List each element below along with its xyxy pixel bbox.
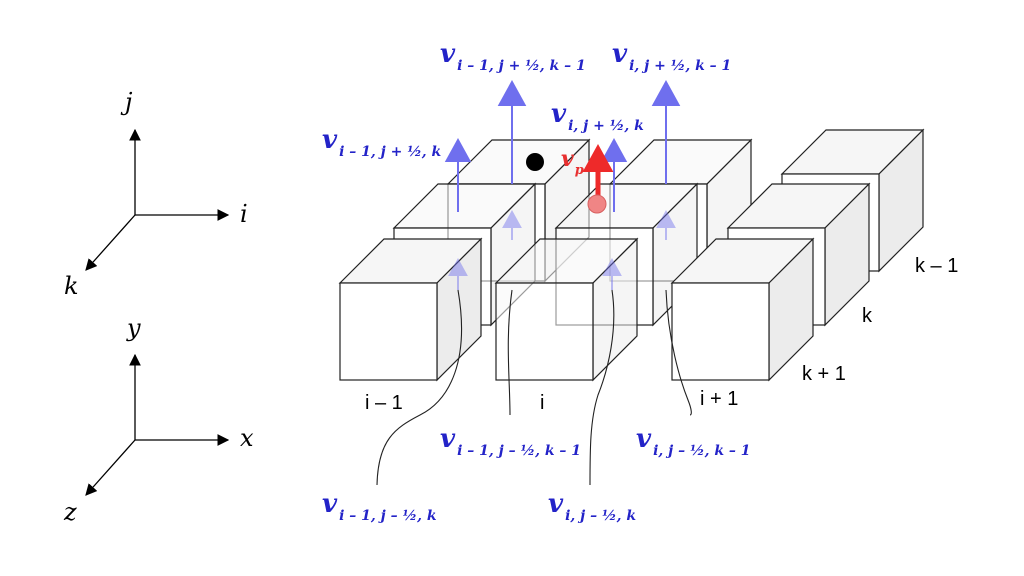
column-label-i: i xyxy=(540,392,544,414)
velocity-label-i-jp-k: v i, j + ½, k xyxy=(551,99,644,134)
j-axis-label: j xyxy=(120,88,133,116)
leader-line xyxy=(665,289,692,416)
column-label-i-plus-1: i + 1 xyxy=(700,388,738,410)
z-axis-arrow xyxy=(85,439,136,496)
velocity-arrow-up xyxy=(600,138,628,212)
layer-label-k-minus-1: k – 1 xyxy=(915,255,958,277)
cube-front-face xyxy=(495,282,594,381)
velocity-arrow-up xyxy=(497,80,527,184)
cube-front-face xyxy=(339,282,438,381)
cell-cube-front xyxy=(494,237,639,382)
k-axis-arrow xyxy=(85,214,136,271)
grid-node-dot xyxy=(526,153,544,171)
z-axis-label: z xyxy=(63,498,77,526)
cube-front-face xyxy=(671,282,770,381)
velocity-arrows xyxy=(444,80,681,290)
cell-cube-front xyxy=(338,237,483,382)
k-axis-label: k xyxy=(64,272,79,300)
x-axis-label: x xyxy=(240,424,254,452)
velocity-label-i-jp-km1: v i, j + ½, k – 1 xyxy=(612,39,731,74)
velocity-label-i-jm-km1: v i, j – ½, k – 1 xyxy=(636,424,751,459)
particle-velocity-label: vp xyxy=(561,146,584,178)
velocity-arrow-up xyxy=(602,258,622,290)
layer-label-k: k xyxy=(862,305,873,327)
column-label-i-minus-1: i – 1 xyxy=(365,392,403,414)
cell-cube-front xyxy=(670,237,815,382)
velocity-arrow-up xyxy=(651,80,681,184)
layer-label-k-plus-1: k + 1 xyxy=(802,363,846,385)
leader-line xyxy=(376,289,463,486)
velocity-arrow-up xyxy=(448,258,468,290)
cell-grid xyxy=(338,128,925,382)
xyz-axes: y x z xyxy=(63,314,254,526)
particle-dot xyxy=(587,194,607,214)
velocity-arrow-up xyxy=(656,210,676,240)
velocity-arrow-up xyxy=(502,210,522,240)
ijk-axes: j i k xyxy=(64,88,248,300)
y-axis-label: y xyxy=(126,314,141,342)
i-axis-label: i xyxy=(240,200,248,228)
leader-line xyxy=(589,289,615,486)
layer-labels: k – 1 k k + 1 xyxy=(802,255,958,385)
leader-lines xyxy=(376,289,692,486)
leader-line xyxy=(507,289,513,416)
velocity-arrow-up xyxy=(444,138,472,212)
velocity-label-i-jm-k: v i, j – ½, k xyxy=(548,489,636,524)
column-labels: i – 1 i i + 1 xyxy=(365,388,738,414)
